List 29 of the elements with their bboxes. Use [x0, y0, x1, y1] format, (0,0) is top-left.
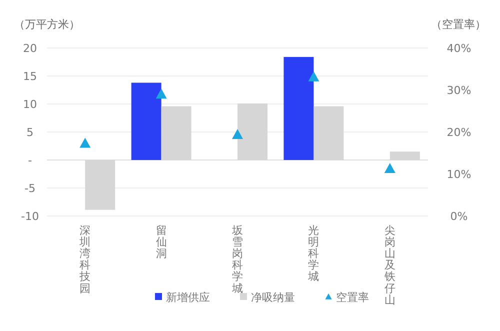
y2-tick-label: 30% [446, 84, 472, 97]
y2-tick-label: 10% [446, 168, 472, 181]
y2-tick-label: 40% [446, 42, 472, 55]
legend-label: 新增供应 [166, 291, 210, 304]
legend-label: 净吸纳量 [251, 291, 295, 304]
point [384, 162, 396, 173]
y-tick-label: 5 [26, 126, 34, 139]
bar [284, 56, 314, 160]
point [80, 138, 91, 148]
point [232, 128, 243, 139]
point [308, 71, 320, 82]
y-tick-label: 20 [23, 42, 37, 55]
x-tick-label: 深圳湾科技园 [78, 224, 91, 295]
y2-tick-label: 0% [450, 210, 468, 223]
y-tick-label: - [28, 154, 32, 167]
y-tick-label: -5 [24, 182, 36, 195]
y2-tick-label: 20% [446, 126, 472, 139]
x-tick-label: 光明科学城 [307, 224, 320, 284]
y-tick-label: 10 [23, 98, 37, 111]
legend-label: 空置率 [336, 291, 369, 304]
y-tick-label: 15 [23, 70, 37, 83]
point [156, 88, 167, 99]
y-tick-label: -10 [21, 210, 39, 223]
bar [131, 82, 162, 160]
x-tick-label: 坂雪岗科学城 [231, 224, 243, 295]
y-axis-title: （万平方米） [14, 18, 80, 31]
x-tick-label: 留仙洞 [156, 224, 167, 260]
x-tick-label: 尖岗山及铁仔山 [383, 224, 396, 306]
y2-axis-title: （空置率） [431, 18, 486, 31]
